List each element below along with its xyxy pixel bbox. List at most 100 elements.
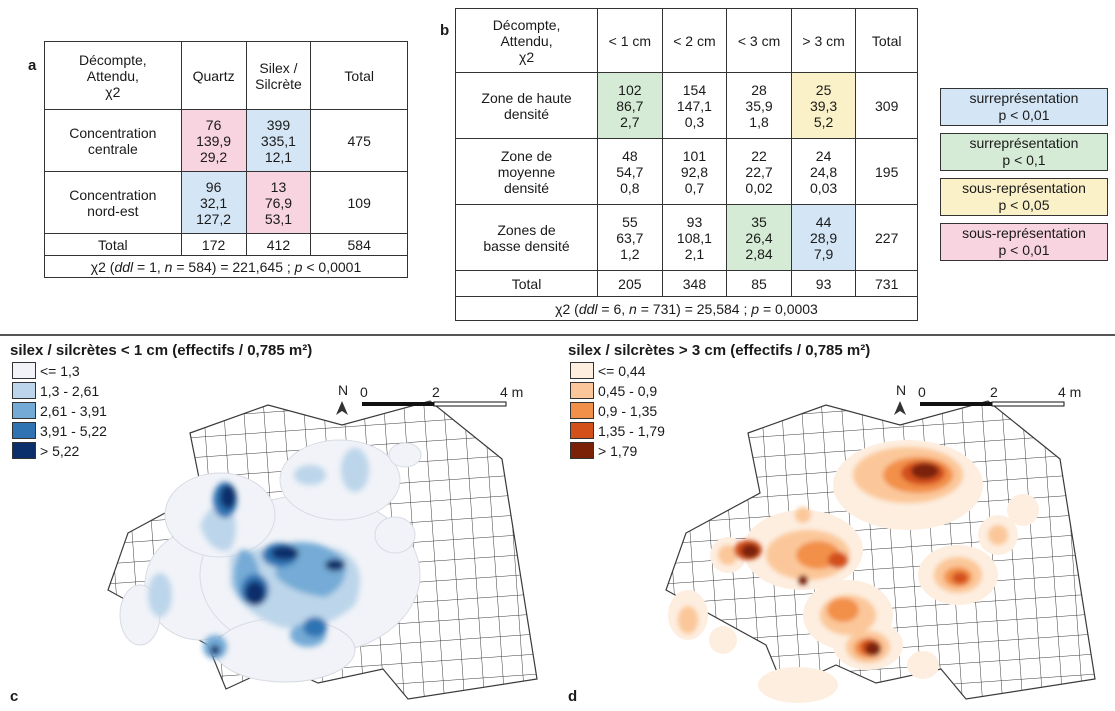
- map-d-class: 1,35 - 1,79: [570, 422, 665, 439]
- class-label: > 1,79: [598, 442, 638, 459]
- cell: 35 26,4 2,84: [726, 204, 792, 271]
- header-line: χ2: [105, 83, 121, 100]
- cell: 24 24,8 0,03: [790, 138, 857, 205]
- row-total: 109: [310, 171, 408, 234]
- count: 93: [686, 213, 703, 230]
- scale-0: 0: [360, 384, 368, 400]
- row-label-line: basse densité: [483, 237, 570, 254]
- north-arrow: [336, 401, 348, 415]
- col-silex-line1: Silex /: [259, 59, 298, 76]
- expected: 86,7: [616, 97, 644, 114]
- expected: 92,8: [680, 163, 709, 180]
- swatch: [570, 382, 594, 399]
- cell: 55 63,7 1,2: [597, 204, 663, 271]
- contingency-table-b: Décompte, Attendu, χ2 < 1 cm < 2 cm < 3 …: [454, 8, 918, 321]
- density-hotspots: [678, 447, 1008, 663]
- class-label: <= 1,3: [40, 362, 80, 379]
- legend-line: p < 0,1: [1002, 152, 1046, 168]
- north-label: N: [896, 382, 906, 398]
- count: 101: [682, 147, 707, 164]
- col-lt2: < 2 cm: [661, 8, 728, 73]
- chi-text: χ2 (: [555, 300, 579, 317]
- legend-over-01: surreprésentation p < 0,1: [940, 133, 1108, 171]
- expected: 28,9: [809, 229, 838, 246]
- chi2-summary-b: χ2 (ddl = 6, n = 731) = 25,584 ; p = 0,0…: [455, 296, 918, 321]
- cell: 101 92,8 0,7: [661, 138, 728, 205]
- chi-p: p: [751, 300, 760, 317]
- legend-under-001: sous-représentation p < 0,01: [940, 223, 1108, 261]
- chi-ddl: ddl: [578, 300, 598, 317]
- chi-p: p: [294, 258, 303, 275]
- expected: 24,8: [809, 163, 838, 180]
- cell: 48 54,7 0,8: [597, 138, 663, 205]
- total-silex: 412: [245, 233, 312, 256]
- swatch: [570, 402, 594, 419]
- north-label: N: [338, 382, 348, 398]
- separator-line: [0, 334, 1115, 336]
- row-label-line: centrale: [87, 140, 138, 157]
- expected: 32,1: [199, 194, 228, 211]
- scale-2: 2: [990, 384, 998, 400]
- count: 44: [815, 213, 832, 230]
- class-label: 1,3 - 2,61: [40, 382, 100, 399]
- class-label: <= 0,44: [598, 362, 646, 379]
- count: 13: [270, 178, 287, 195]
- chi2: 12,1: [264, 148, 293, 165]
- total-label: Total: [454, 270, 599, 297]
- map-c-title: silex / silcrètes < 1 cm (effectifs / 0,…: [10, 342, 313, 359]
- map-d-class: > 1,79: [570, 442, 637, 459]
- total-c2: 348: [661, 270, 728, 297]
- expected: 108,1: [676, 229, 712, 246]
- chi-text: χ2 (: [90, 258, 115, 275]
- count: 399: [266, 116, 291, 133]
- header-line: Décompte,: [78, 51, 147, 68]
- chi2: 53,1: [264, 210, 293, 227]
- legend-line: p < 0,01: [998, 107, 1050, 123]
- count: 48: [622, 147, 638, 164]
- class-label: 2,61 - 3,91: [40, 402, 107, 419]
- count: 154: [682, 81, 707, 98]
- excavation-grid: [665, 400, 1096, 700]
- chi-ddl: ddl: [114, 258, 134, 275]
- chi-text: = 731) = 25,584 ;: [636, 300, 752, 317]
- map-d-title: silex / silcrètes > 3 cm (effectifs / 0,…: [568, 342, 871, 359]
- chi2: 0,3: [684, 113, 705, 130]
- row-total: 227: [855, 204, 918, 271]
- row-total: 475: [310, 109, 408, 172]
- swatch: [570, 442, 594, 459]
- total-quartz: 172: [180, 233, 247, 256]
- col-lt3: < 3 cm: [726, 8, 792, 73]
- panel-c-label: c: [10, 688, 19, 705]
- expected: 22,7: [745, 163, 773, 180]
- map-d-class: 0,9 - 1,35: [570, 402, 657, 419]
- chi2: 1,2: [620, 245, 640, 262]
- row-label-line: Zone de: [500, 147, 553, 164]
- legend-line: surreprésentation: [969, 90, 1079, 106]
- chi2-summary-a: χ2 (ddl = 1, n = 584) = 221,645 ; p < 0,…: [44, 255, 408, 278]
- map-d-class: <= 0,44: [570, 362, 646, 379]
- total-c1: 205: [597, 270, 663, 297]
- chi-text: = 584) = 221,645 ;: [172, 258, 295, 275]
- header-line: χ2: [518, 48, 535, 65]
- cell: 28 35,9 1,8: [726, 72, 792, 139]
- chi2: 0,7: [684, 179, 705, 196]
- map-c-class: 3,91 - 5,22: [12, 422, 107, 439]
- scale-4: 4 m: [1058, 384, 1081, 400]
- header-line: Attendu,: [500, 32, 553, 49]
- header-line: Attendu,: [86, 67, 139, 84]
- chi-text: = 6,: [597, 300, 630, 317]
- table-b-header-cell: Décompte, Attendu, χ2: [454, 8, 599, 73]
- expected: 147,1: [676, 97, 712, 114]
- header-line: Décompte,: [492, 16, 561, 33]
- chi2: 5,2: [813, 113, 834, 130]
- cell: 399 335,1 12,1: [245, 109, 312, 172]
- map-c-class: <= 1,3: [12, 362, 80, 379]
- expected: 39,3: [809, 97, 838, 114]
- total-label: Total: [44, 233, 182, 256]
- col-silex: Silex / Silcrète: [245, 41, 312, 110]
- col-silex-line2: Silcrète: [255, 75, 302, 92]
- cell: 76 139,9 29,2: [180, 109, 247, 172]
- row-label-line: densité: [503, 179, 550, 196]
- col-gt3: > 3 cm: [790, 8, 857, 73]
- chi2: 1,8: [749, 113, 769, 130]
